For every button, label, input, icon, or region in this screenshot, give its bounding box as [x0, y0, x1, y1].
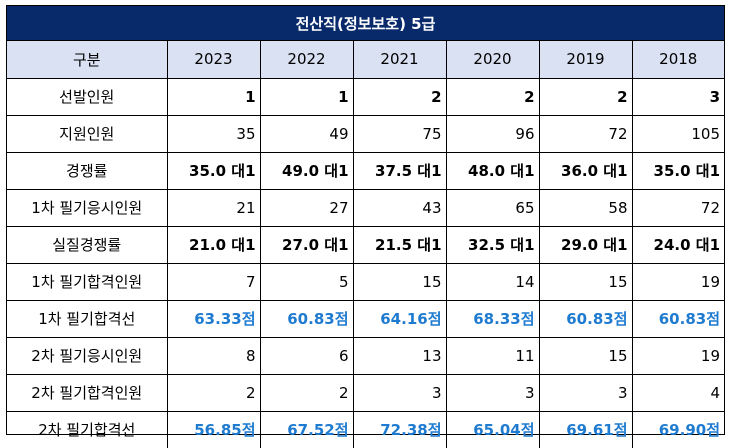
table-row-second-passers: 2차 필기합격인원 2 2 3 3 3 4: [7, 373, 724, 412]
table-cell: 19: [631, 262, 724, 301]
table-cell: 1: [259, 77, 354, 116]
table-cell: 2: [352, 77, 447, 116]
header-row: 구분 2023 2022 2021 2020 2019 2018: [7, 41, 724, 79]
table-cell: 3: [631, 77, 724, 116]
table-cell: 24.0 대1: [631, 225, 724, 264]
table-cell: 15: [538, 262, 633, 301]
year-header: 2020: [445, 41, 540, 79]
table-cell: 2: [445, 77, 540, 116]
table-cell: 15: [352, 262, 447, 301]
table-cell: 36.0 대1: [538, 151, 633, 190]
table-cell: 96: [445, 114, 540, 153]
table-row-second-cutoff: 2차 필기합격선 56.85점 67.52점 72.38점 65.04점 69.…: [7, 410, 724, 448]
table-cell: 3: [352, 373, 447, 412]
table-row-second-exam-takers: 2차 필기응시인원 8 6 13 11 15 19: [7, 336, 724, 375]
table-cell: 2: [166, 373, 261, 412]
header-label: 구분: [7, 41, 168, 79]
table-cell: 58: [538, 188, 633, 227]
table-cell: 43: [352, 188, 447, 227]
table-cell: 63.33점: [166, 299, 261, 338]
table-cell: 14: [445, 262, 540, 301]
table-cell: 72.38점: [352, 410, 447, 448]
row-label: 1차 필기응시인원: [7, 188, 168, 227]
row-label: 1차 필기합격선: [7, 299, 168, 338]
table-cell: 21: [166, 188, 261, 227]
table-cell: 27: [259, 188, 354, 227]
row-label: 경쟁률: [7, 151, 168, 190]
year-header: 2022: [259, 41, 354, 79]
table-cell: 7: [166, 262, 261, 301]
row-label: 선발인원: [7, 77, 168, 116]
table-cell: 27.0 대1: [259, 225, 354, 264]
table-cell: 4: [631, 373, 724, 412]
table-cell: 75: [352, 114, 447, 153]
table-row-actual-ratio: 실질경쟁률 21.0 대1 27.0 대1 21.5 대1 32.5 대1 29…: [7, 225, 724, 264]
table-cell: 37.5 대1: [352, 151, 447, 190]
table-cell: 2: [259, 373, 354, 412]
table-cell: 5: [259, 262, 354, 301]
table-cell: 68.33점: [445, 299, 540, 338]
table-cell: 60.83점: [538, 299, 633, 338]
table-cell: 49: [259, 114, 354, 153]
table-cell: 56.85점: [166, 410, 261, 448]
year-header: 2018: [631, 41, 724, 79]
table-row-first-passers: 1차 필기합격인원 7 5 15 14 15 19: [7, 262, 724, 301]
table-cell: 29.0 대1: [538, 225, 633, 264]
table-row-competition-ratio: 경쟁률 35.0 대1 49.0 대1 37.5 대1 48.0 대1 36.0…: [7, 151, 724, 190]
table-cell: 2: [538, 77, 633, 116]
table-cell: 65.04점: [445, 410, 540, 448]
row-label: 1차 필기합격인원: [7, 262, 168, 301]
row-label: 2차 필기응시인원: [7, 336, 168, 375]
table-cell: 105: [631, 114, 724, 153]
table-cell: 19: [631, 336, 724, 375]
row-label: 실질경쟁률: [7, 225, 168, 264]
year-header: 2019: [538, 41, 633, 79]
table-cell: 72: [631, 188, 724, 227]
table-cell: 11: [445, 336, 540, 375]
table-cell: 60.83점: [259, 299, 354, 338]
table-row-first-exam-takers: 1차 필기응시인원 21 27 43 65 58 72: [7, 188, 724, 227]
table-cell: 69.90점: [631, 410, 724, 448]
table-cell: 60.83점: [631, 299, 724, 338]
table-cell: 21.5 대1: [352, 225, 447, 264]
table-cell: 15: [538, 336, 633, 375]
table-cell: 48.0 대1: [445, 151, 540, 190]
table-cell: 21.0 대1: [166, 225, 261, 264]
row-label: 지원인원: [7, 114, 168, 153]
table-cell: 49.0 대1: [259, 151, 354, 190]
table-cell: 6: [259, 336, 354, 375]
row-label: 2차 필기합격선: [7, 410, 168, 448]
table-cell: 3: [445, 373, 540, 412]
table-row-applicants: 지원인원 35 49 75 96 72 105: [7, 114, 724, 153]
table-cell: 64.16점: [352, 299, 447, 338]
table-row-first-cutoff: 1차 필기합격선 63.33점 60.83점 64.16점 68.33점 60.…: [7, 299, 724, 338]
table-cell: 67.52점: [259, 410, 354, 448]
row-label: 2차 필기합격인원: [7, 373, 168, 412]
table-cell: 72: [538, 114, 633, 153]
stats-sheet: 전산직(정보보호) 5급 구분 2023 2022 2021 2020 2019…: [6, 5, 725, 448]
year-header: 2021: [352, 41, 447, 79]
table-cell: 35.0 대1: [166, 151, 261, 190]
table-cell: 1: [166, 77, 261, 116]
table-cell: 8: [166, 336, 261, 375]
sheet-title: 전산직(정보보호) 5급: [7, 6, 724, 41]
table-cell: 13: [352, 336, 447, 375]
table-row-selected-count: 선발인원 1 1 2 2 2 3: [7, 77, 724, 116]
table-cell: 65: [445, 188, 540, 227]
table-cell: 3: [538, 373, 633, 412]
year-header: 2023: [166, 41, 261, 79]
table-cell: 35.0 대1: [631, 151, 724, 190]
table-cell: 35: [166, 114, 261, 153]
table-cell: 32.5 대1: [445, 225, 540, 264]
table-cell: 69.61점: [538, 410, 633, 448]
stats-table: 구분 2023 2022 2021 2020 2019 2018 선발인원 1 …: [7, 41, 724, 448]
